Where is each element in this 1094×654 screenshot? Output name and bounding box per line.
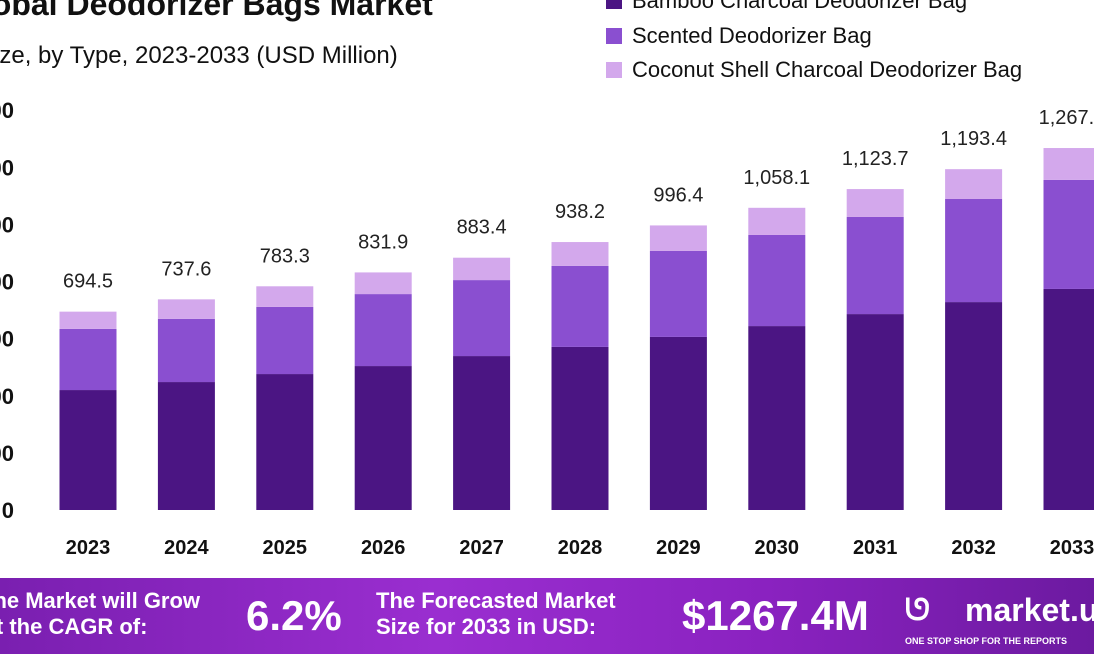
bar-segment-scented bbox=[846, 216, 904, 315]
x-tick-label: 2026 bbox=[361, 537, 406, 559]
bar-segment-scented bbox=[748, 234, 806, 327]
legend-label: Bamboo Charcoal Deodorizer Bag bbox=[632, 0, 968, 14]
x-tick-label: 2028 bbox=[558, 537, 603, 559]
x-tick-label: 2024 bbox=[164, 537, 209, 559]
x-tick-label: 2031 bbox=[853, 537, 898, 559]
bar-segment-bamboo bbox=[1043, 288, 1094, 510]
bar-segment-coconut bbox=[256, 286, 314, 307]
legend-swatch bbox=[606, 62, 622, 79]
bar-segment-bamboo bbox=[748, 326, 806, 510]
bar-segment-bamboo bbox=[453, 356, 511, 510]
logo-tagline: ONE STOP SHOP FOR THE REPORTS bbox=[905, 636, 1068, 646]
bar-segment-coconut bbox=[748, 207, 806, 235]
total-data-label: 883.4 bbox=[457, 217, 507, 239]
legend: Bamboo Charcoal Deodorizer Bag Scented D… bbox=[606, 0, 1022, 88]
bar-segment-scented bbox=[157, 318, 215, 383]
cagr-label-line2: At the CAGR of: bbox=[0, 614, 148, 639]
y-tick-label: 1000 bbox=[0, 212, 14, 237]
total-data-label: 694.5 bbox=[63, 271, 113, 293]
stacked-bar-chart: 0 200 400 600 800 1000 1200 1400 694.5 2023 737.6 2… bbox=[0, 98, 1094, 559]
bar-segment-scented bbox=[453, 280, 511, 357]
total-data-label: 737.6 bbox=[161, 258, 211, 280]
bar-segment-coconut bbox=[157, 299, 215, 319]
forecast-value: $1267.4M bbox=[682, 592, 869, 639]
bar-segment-coconut bbox=[453, 257, 511, 281]
x-tick-label: 2033 bbox=[1050, 537, 1094, 559]
cagr-value: 6.2% bbox=[246, 592, 342, 639]
legend-swatch bbox=[606, 27, 622, 44]
x-tick-label: 2032 bbox=[951, 537, 996, 559]
total-data-label: 996.4 bbox=[653, 184, 703, 206]
logo: ᘎ market.us ONE STOP SHOP FOR THE REPORT… bbox=[905, 592, 1094, 652]
total-data-label: 1,058.1 bbox=[743, 167, 810, 189]
bar-segment-scented bbox=[59, 328, 117, 391]
bar-segment-coconut bbox=[846, 189, 904, 217]
bar-segment-bamboo bbox=[157, 382, 215, 510]
forecast-label-line1: The Forecasted Market bbox=[376, 588, 616, 613]
logo-mark-icon: ᘎ bbox=[905, 594, 930, 627]
x-tick-label: 2027 bbox=[459, 537, 504, 559]
forecast-label-line2: Size for 2033 in USD: bbox=[376, 614, 597, 639]
bar-segment-coconut bbox=[945, 169, 1003, 199]
x-tick-label: 2025 bbox=[263, 537, 308, 559]
bar-segment-bamboo bbox=[945, 302, 1003, 510]
bar-segment-scented bbox=[1043, 179, 1094, 289]
logo-name: market.us bbox=[965, 592, 1094, 628]
legend-item-bamboo: Bamboo Charcoal Deodorizer Bag bbox=[606, 0, 1022, 19]
bar-segment-bamboo bbox=[354, 366, 412, 510]
legend-label: Scented Deodorizer Bag bbox=[632, 22, 872, 48]
bar-segment-scented bbox=[551, 265, 609, 347]
y-tick-label: 0 bbox=[2, 498, 14, 523]
cagr-label-line1: The Market will Grow bbox=[0, 588, 201, 613]
summary-banner: The Market will Grow At the CAGR of: 6.2… bbox=[0, 578, 1094, 654]
chart-subtitle: Size, by Type, 2023-2033 (USD Million) bbox=[0, 42, 398, 69]
total-data-label: 831.9 bbox=[358, 231, 408, 253]
x-tick-label: 2023 bbox=[66, 537, 111, 559]
bar-segment-coconut bbox=[649, 225, 707, 251]
y-tick-label: 200 bbox=[0, 441, 14, 466]
bar-segment-coconut bbox=[59, 311, 117, 329]
y-tick-label: 800 bbox=[0, 270, 14, 295]
bar-segment-bamboo bbox=[846, 314, 904, 510]
bar-segment-scented bbox=[256, 306, 314, 375]
cagr-label: The Market will Grow At the CAGR of: bbox=[0, 588, 200, 640]
y-tick-label: 1400 bbox=[0, 98, 14, 123]
forecast-label: The Forecasted Market Size for 2033 in U… bbox=[376, 588, 616, 640]
x-tick-label: 2029 bbox=[656, 537, 701, 559]
legend-swatch bbox=[606, 0, 622, 10]
bar-segment-bamboo bbox=[59, 390, 117, 510]
y-tick-label: 600 bbox=[0, 327, 14, 352]
chart-title: Global Deodorizer Bags Market bbox=[0, 0, 433, 22]
bar-segment-coconut bbox=[1043, 148, 1094, 180]
total-data-label: 1,123.7 bbox=[842, 148, 909, 170]
bar-segment-scented bbox=[354, 294, 412, 367]
bar-segment-scented bbox=[945, 198, 1003, 303]
legend-item-coconut: Coconut Shell Charcoal Deodorizer Bag bbox=[606, 53, 1022, 88]
bar-segment-coconut bbox=[551, 242, 609, 266]
y-tick-label: 400 bbox=[0, 384, 14, 409]
bar-segment-scented bbox=[649, 250, 707, 337]
total-data-label: 783.3 bbox=[260, 245, 310, 267]
total-data-label: 938.2 bbox=[555, 201, 605, 223]
legend-label: Coconut Shell Charcoal Deodorizer Bag bbox=[632, 57, 1023, 83]
total-data-label: 1,193.4 bbox=[940, 128, 1007, 150]
y-tick-label: 1200 bbox=[0, 155, 14, 180]
x-tick-label: 2030 bbox=[755, 537, 800, 559]
bar-segment-coconut bbox=[354, 272, 412, 295]
bar-segment-bamboo bbox=[649, 336, 707, 510]
total-data-label: 1,267.4 bbox=[1039, 107, 1094, 129]
bar-segment-bamboo bbox=[551, 346, 609, 510]
bar-segment-bamboo bbox=[256, 374, 314, 510]
legend-item-scented: Scented Deodorizer Bag bbox=[606, 19, 1022, 54]
